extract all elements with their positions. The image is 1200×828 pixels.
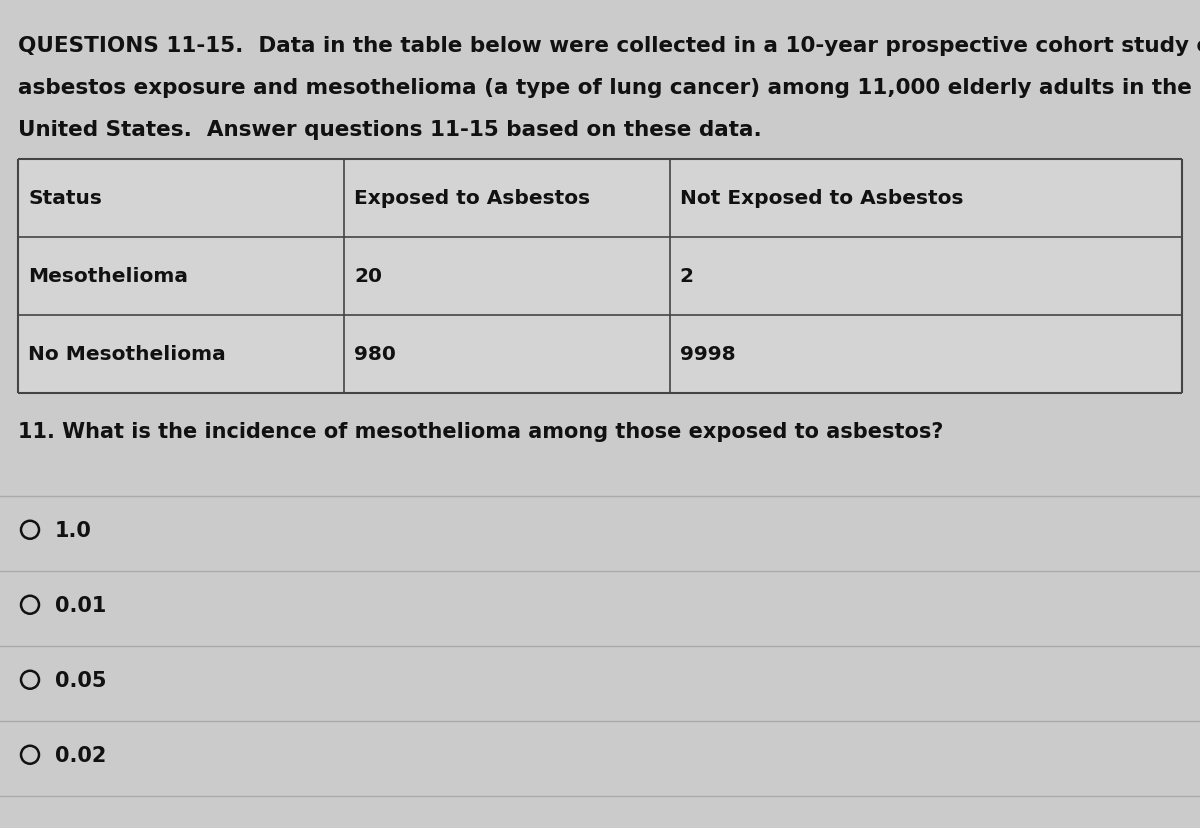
Text: Mesothelioma: Mesothelioma (28, 267, 188, 286)
Text: 980: 980 (354, 345, 396, 364)
Text: 2: 2 (680, 267, 694, 286)
Text: Status: Status (28, 190, 102, 209)
Text: 11. What is the incidence of mesothelioma among those exposed to asbestos?: 11. What is the incidence of mesotheliom… (18, 421, 943, 441)
Text: 0.01: 0.01 (55, 595, 107, 615)
Text: QUESTIONS 11-15.  Data in the table below were collected in a 10-year prospectiv: QUESTIONS 11-15. Data in the table below… (18, 36, 1200, 56)
Text: asbestos exposure and mesothelioma (a type of lung cancer) among 11,000 elderly : asbestos exposure and mesothelioma (a ty… (18, 78, 1192, 98)
Text: 20: 20 (354, 267, 382, 286)
Text: Not Exposed to Asbestos: Not Exposed to Asbestos (680, 190, 964, 209)
Bar (18, 160, 1182, 393)
Text: 9998: 9998 (680, 345, 736, 364)
Text: Exposed to Asbestos: Exposed to Asbestos (354, 190, 590, 209)
Text: 0.05: 0.05 (55, 670, 107, 690)
Text: No Mesothelioma: No Mesothelioma (28, 345, 226, 364)
Text: 1.0: 1.0 (55, 520, 92, 540)
Text: 0.02: 0.02 (55, 745, 107, 765)
Text: United States.  Answer questions 11-15 based on these data.: United States. Answer questions 11-15 ba… (18, 120, 762, 140)
